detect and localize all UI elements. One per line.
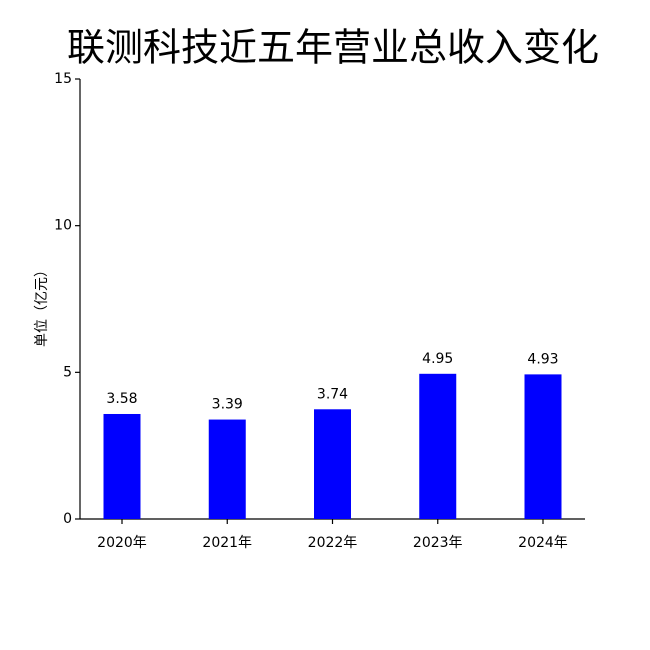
x-tick-label: 2022年 [308,535,358,551]
x-tick-label: 2021年 [202,535,252,551]
x-tick-label: 2023年 [413,535,463,551]
chart-title: 联测科技近五年营业总收入变化 [67,26,599,70]
y-tick-label: 5 [63,364,72,380]
x-tick-label: 2020年 [97,535,147,551]
bar [103,413,141,519]
bar [524,374,562,519]
data-label: 3.39 [212,397,243,413]
data-label: 3.58 [106,391,137,407]
y-tick-label: 15 [54,71,72,87]
bar [314,409,351,519]
bar [419,373,457,519]
y-axis-label: 单位（亿元） [34,263,50,347]
data-label: 4.95 [422,351,453,367]
data-label: 4.93 [527,351,558,367]
y-tick-label: 10 [54,218,72,234]
bar [208,419,246,519]
x-tick-label: 2024年 [518,535,568,551]
data-label: 3.74 [317,386,348,402]
y-tick-label: 0 [63,511,72,527]
